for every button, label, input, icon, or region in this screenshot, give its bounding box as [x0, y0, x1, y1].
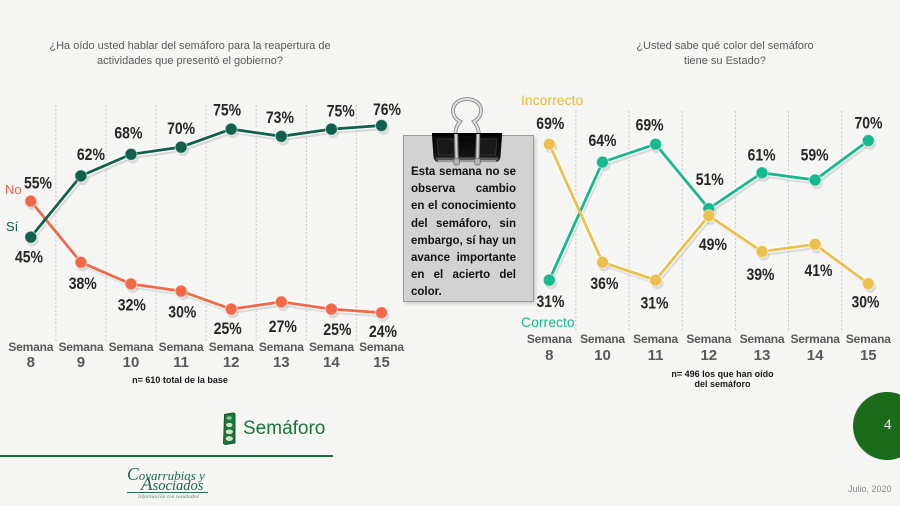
svg-text:75%: 75%	[213, 102, 241, 120]
svg-text:70%: 70%	[167, 120, 195, 138]
svg-text:27%: 27%	[269, 318, 297, 336]
svg-text:59%: 59%	[801, 147, 829, 165]
svg-text:41%: 41%	[805, 262, 833, 280]
svg-text:24%: 24%	[369, 323, 397, 341]
svg-text:45%: 45%	[15, 248, 43, 266]
svg-text:68%: 68%	[114, 125, 142, 143]
svg-text:25%: 25%	[323, 321, 351, 339]
svg-text:75%: 75%	[327, 102, 355, 120]
svg-text:69%: 69%	[636, 117, 664, 135]
svg-text:30%: 30%	[852, 293, 880, 311]
svg-text:25%: 25%	[214, 320, 242, 338]
svg-text:31%: 31%	[641, 294, 669, 312]
svg-text:73%: 73%	[266, 109, 294, 127]
svg-text:36%: 36%	[590, 275, 618, 293]
svg-text:69%: 69%	[536, 115, 564, 133]
svg-text:70%: 70%	[855, 115, 883, 133]
svg-text:64%: 64%	[589, 132, 617, 150]
svg-text:62%: 62%	[77, 146, 105, 164]
svg-text:30%: 30%	[168, 303, 196, 321]
svg-text:49%: 49%	[699, 236, 727, 254]
svg-text:38%: 38%	[69, 275, 97, 293]
svg-text:39%: 39%	[747, 266, 775, 284]
svg-text:32%: 32%	[118, 297, 146, 315]
svg-text:31%: 31%	[537, 293, 565, 311]
svg-text:55%: 55%	[24, 175, 52, 193]
svg-text:61%: 61%	[748, 147, 776, 165]
svg-text:76%: 76%	[373, 101, 401, 119]
svg-text:51%: 51%	[696, 171, 724, 189]
